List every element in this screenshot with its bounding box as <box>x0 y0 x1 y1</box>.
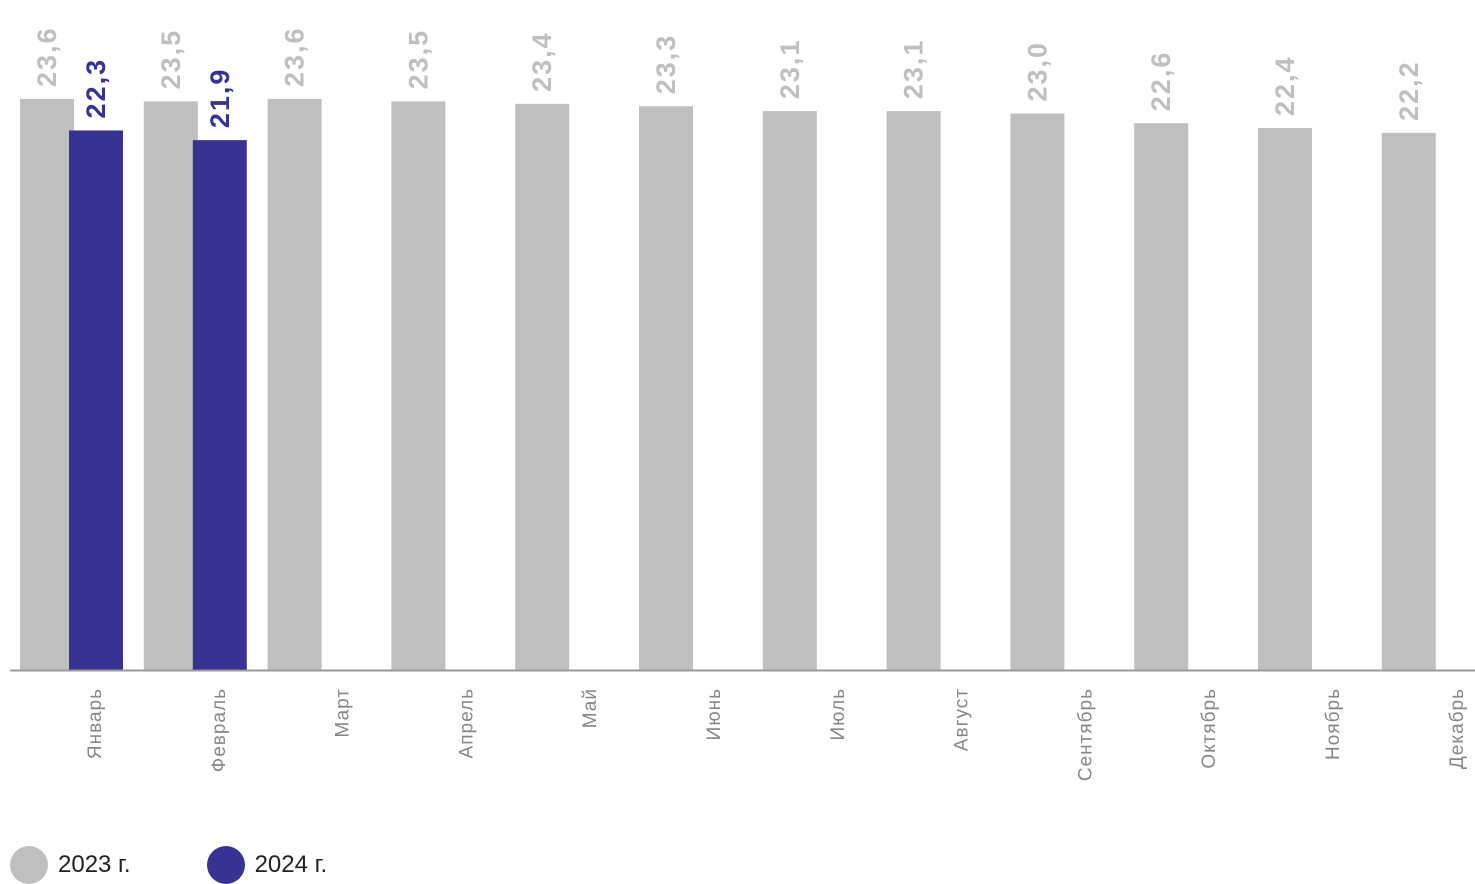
bar-2023-5 <box>515 103 570 670</box>
bar-2023-2 <box>143 101 198 670</box>
x-tick-label-3: Март <box>333 688 354 737</box>
data-label-2023-5: 23,4 <box>527 31 557 92</box>
data-label-2024-2: 21,9 <box>205 68 235 129</box>
bar-2023-6 <box>639 106 693 670</box>
x-tick-label-1: Январь <box>85 688 106 759</box>
bar-2023-8 <box>886 111 941 670</box>
data-label-2023-6: 23,3 <box>651 34 681 95</box>
x-tick-label-12: Декабрь <box>1447 688 1468 769</box>
legend-swatch-2024 <box>206 846 245 884</box>
legend: 2023 г. 2024 г. <box>10 846 403 884</box>
bar-2023-4 <box>391 101 446 670</box>
data-label-2023-1: 23,6 <box>32 26 62 87</box>
legend-label-2024: 2024 г. <box>254 851 328 878</box>
x-tick-label-7: Июль <box>828 688 849 740</box>
x-tick-label-6: Июнь <box>704 688 725 740</box>
data-label-2023-9: 23,0 <box>1022 41 1052 102</box>
bar-chart: 23,6 22,3 Январь 23,5 21,9 Февраль 23,6 Март 23,… <box>10 26 1475 781</box>
bar-2023-10 <box>1134 123 1189 670</box>
data-label-2023-10: 22,6 <box>1146 51 1176 112</box>
data-label-2023-2: 23,5 <box>156 29 186 90</box>
data-label-2023-8: 23,1 <box>899 39 929 100</box>
bar-2023-7 <box>762 111 817 670</box>
data-label-2023-4: 23,5 <box>403 29 433 90</box>
bar-2023-11 <box>1258 128 1312 670</box>
legend-item-2024: 2024 г. <box>206 846 328 884</box>
bar-2024-2 <box>192 140 247 671</box>
bar-2024-1 <box>69 130 123 671</box>
data-label-2023-7: 23,1 <box>775 39 805 100</box>
data-label-2023-12: 22,2 <box>1394 60 1424 121</box>
x-tick-label-10: Октябрь <box>1199 688 1220 769</box>
x-tick-label-9: Сентябрь <box>1075 688 1096 781</box>
data-label-2023-11: 22,4 <box>1270 55 1300 116</box>
legend-item-2023: 2023 г. <box>10 846 131 884</box>
x-tick-label-11: Ноябрь <box>1323 688 1344 760</box>
legend-swatch-2023 <box>10 846 48 884</box>
legend-label-2023: 2023 г. <box>58 851 131 878</box>
bar-2023-9 <box>1010 113 1065 670</box>
bar-2023-1 <box>20 99 74 670</box>
x-tick-label-2: Февраль <box>209 688 230 772</box>
x-tick-label-5: Май <box>580 688 601 728</box>
data-label-2024-1: 22,3 <box>81 58 111 119</box>
x-tick-label-8: Август <box>952 688 973 751</box>
x-tick-label-4: Апрель <box>456 688 477 758</box>
bar-2023-3 <box>267 99 322 670</box>
data-label-2023-3: 23,6 <box>280 26 310 87</box>
bar-2023-12 <box>1381 132 1436 671</box>
